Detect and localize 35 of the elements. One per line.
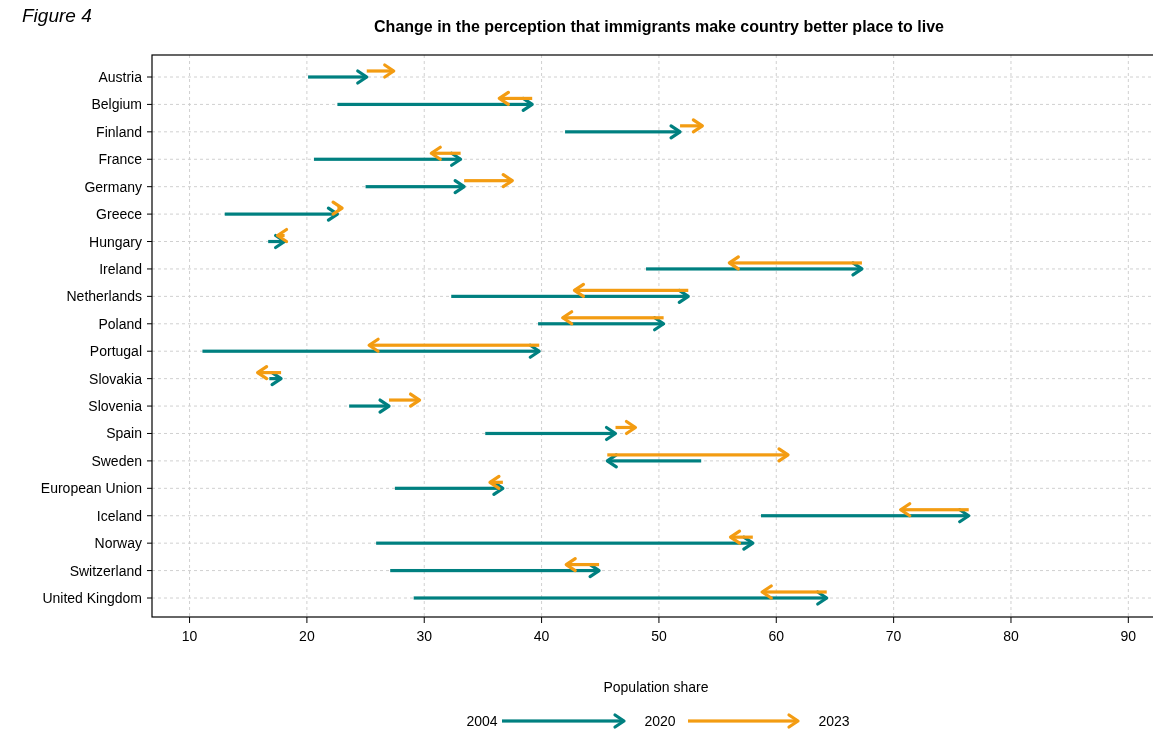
- y-tick-label: Finland: [96, 123, 142, 140]
- x-tick-label: 10: [181, 628, 198, 644]
- y-tick-label: France: [98, 151, 143, 168]
- y-tick-label: Norway: [94, 535, 142, 552]
- y-tick-label: Iceland: [96, 507, 142, 524]
- y-tick-label: Slovakia: [89, 370, 143, 387]
- y-tick-label: Austria: [98, 69, 143, 85]
- y-tick-label: Belgium: [91, 96, 142, 113]
- chart-title: Change in the perception that immigrants make country better place to live: [374, 18, 945, 35]
- y-tick-label: Poland: [98, 315, 142, 332]
- y-tick-label: European Union: [40, 480, 142, 497]
- y-tick-label: Greece: [96, 206, 143, 223]
- x-tick-label: 40: [533, 628, 550, 644]
- x-tick-label: 20: [299, 628, 315, 644]
- y-tick-label: Germany: [84, 178, 142, 195]
- y-tick-label: Sweden: [91, 452, 142, 469]
- y-tick-label: Netherlands: [66, 288, 142, 305]
- x-tick-label: 90: [1120, 628, 1137, 644]
- x-tick-label: 50: [651, 628, 667, 644]
- text: 2004: [466, 713, 498, 729]
- y-tick-label: Spain: [106, 425, 142, 442]
- x-tick-label: 30: [416, 628, 433, 644]
- y-tick-label: Switzerland: [69, 562, 142, 579]
- text: 2020: [644, 713, 676, 729]
- caption: Figure 4: [22, 5, 92, 26]
- y-tick-label: United Kingdom: [42, 590, 142, 606]
- text: 2023: [818, 713, 850, 729]
- x-axis-title: Population share: [603, 679, 709, 695]
- x-tick-label: 60: [768, 628, 785, 644]
- y-tick-label: Portugal: [89, 343, 142, 360]
- y-tick-label: Ireland: [99, 260, 142, 277]
- x-tick-label: 70: [885, 628, 902, 644]
- y-tick-label: Slovenia: [88, 398, 143, 415]
- x-tick-label: 80: [1003, 628, 1019, 644]
- y-tick-label: Hungary: [89, 233, 142, 250]
